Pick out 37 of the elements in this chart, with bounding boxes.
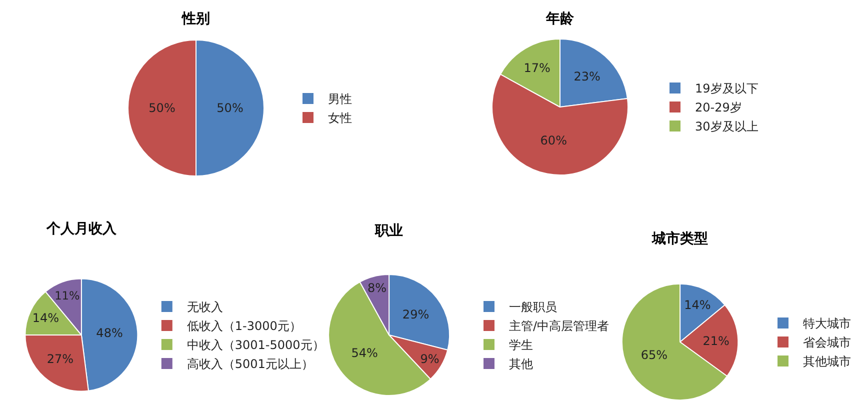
legend-label: 30岁及以上 [695, 120, 758, 134]
chart-title: 年龄 [545, 10, 575, 27]
data-label: 54% [351, 346, 378, 360]
chart-title: 城市类型 [651, 230, 708, 247]
legend-label: 中收入（3001-5000元） [186, 338, 324, 352]
chart-title: 个人月收入 [45, 220, 118, 237]
chart-title: 职业 [374, 222, 404, 239]
legend-label: 20-29岁 [695, 100, 742, 115]
legend-label: 省会城市 [803, 336, 851, 350]
data-label: 27% [46, 352, 74, 366]
data-label: 17% [524, 61, 550, 76]
data-label: 14% [32, 311, 60, 326]
legend-label: 特大城市 [803, 316, 851, 331]
data-label: 29% [402, 307, 430, 322]
data-label: 48% [96, 326, 123, 340]
legend-label: 一般职员 [509, 300, 557, 314]
legend-label: 女性 [328, 111, 352, 126]
data-label: 60% [540, 133, 567, 148]
data-label: 21% [702, 334, 730, 348]
legend-label: 无收入 [186, 300, 223, 314]
legend-label: 男性 [328, 92, 352, 106]
data-label: 65% [640, 348, 668, 362]
data-label: 23% [574, 69, 600, 84]
legend-label: 高收入（5001元以上） [186, 357, 314, 372]
data-label: 8% [367, 281, 387, 296]
legend-label: 主管/中高层管理者 [509, 319, 610, 334]
chart-title: 性别 [181, 10, 210, 27]
data-label: 50% [216, 101, 244, 115]
data-label: 9% [420, 352, 440, 366]
legend-label: 其他城市 [803, 354, 851, 369]
legend-label: 低收入（1-3000元） [186, 319, 302, 334]
data-label: 11% [54, 288, 80, 302]
legend-label: 19岁及以下 [695, 82, 758, 96]
legend-label: 其他 [509, 357, 533, 372]
data-label: 14% [684, 298, 711, 312]
data-label: 50% [148, 101, 176, 115]
legend-label: 学生 [509, 338, 533, 352]
